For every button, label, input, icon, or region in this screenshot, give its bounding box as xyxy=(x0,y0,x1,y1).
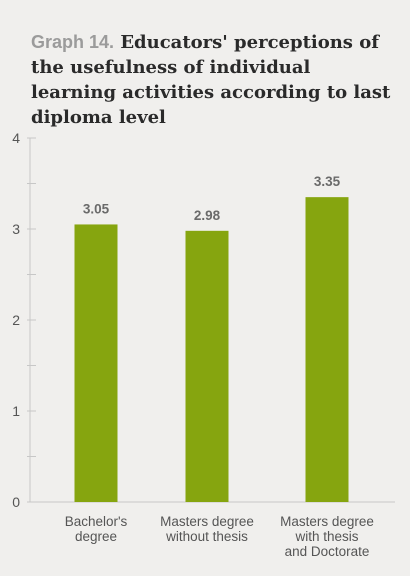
chart-title: Graph 14. Educators' perceptions of the … xyxy=(31,30,391,130)
bar xyxy=(305,197,349,502)
data-label: 3.35 xyxy=(314,174,341,189)
data-label: 3.05 xyxy=(83,201,110,216)
bar xyxy=(74,224,118,502)
category-label: Masters degree without thesis xyxy=(160,514,254,544)
category-label: Masters degree with thesis and Doctorate xyxy=(280,514,374,559)
y-tick-label: 3 xyxy=(12,221,20,237)
graph-number-label: Graph 14. xyxy=(31,32,115,52)
category-label: Bachelor's degree xyxy=(65,514,128,544)
y-tick-label: 2 xyxy=(12,312,20,328)
y-tick-label: 1 xyxy=(12,403,20,419)
data-label: 2.98 xyxy=(194,208,221,223)
y-tick-label: 0 xyxy=(12,494,20,510)
bar xyxy=(185,230,229,502)
chart-title-text: Educators' perceptions of the usefulness… xyxy=(31,32,391,128)
y-tick-label: 4 xyxy=(12,130,20,146)
